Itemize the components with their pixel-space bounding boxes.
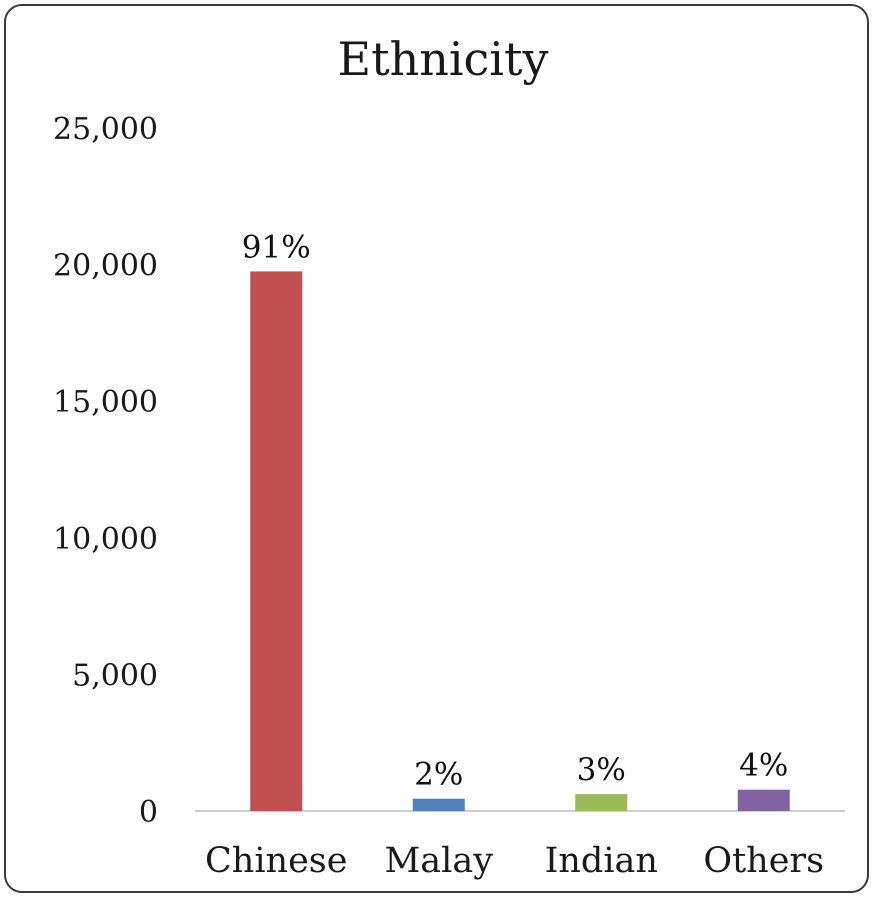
- x-axis: Chinese Malay Indian Others: [205, 841, 824, 881]
- data-label: 91%: [242, 229, 311, 265]
- bar-chinese: [250, 271, 303, 811]
- bar-indian: [575, 794, 628, 811]
- y-tick-label: 5,000: [72, 658, 158, 693]
- y-tick-label: 10,000: [53, 522, 158, 557]
- x-tick-label: Indian: [545, 841, 658, 881]
- y-tick-label: 20,000: [53, 249, 158, 284]
- x-tick-label: Malay: [384, 841, 493, 881]
- y-tick-label: 15,000: [53, 385, 158, 420]
- y-tick-label: 25,000: [53, 112, 158, 147]
- x-tick-label: Others: [703, 841, 824, 881]
- chart-title: Ethnicity: [338, 32, 549, 86]
- bar-others: [737, 789, 790, 811]
- data-label: 3%: [577, 752, 626, 788]
- y-tick-label: 0: [139, 795, 158, 830]
- data-label: 2%: [414, 757, 463, 793]
- bar-malay: [412, 798, 465, 811]
- y-axis: 0 5,000 10,000 15,000 20,000 25,000: [53, 112, 158, 830]
- bars: 91% 2% 3% 4%: [242, 229, 790, 811]
- data-label: 4%: [739, 748, 788, 784]
- x-tick-label: Chinese: [205, 841, 347, 881]
- chart-frame: [4, 4, 869, 893]
